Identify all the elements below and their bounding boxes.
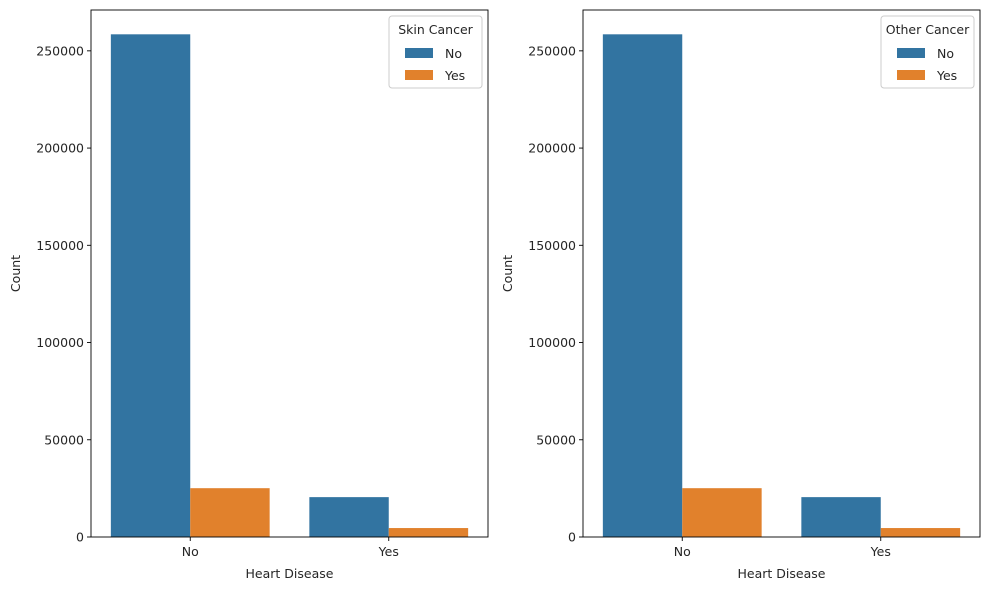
- chart1-x-axis-label: Heart Disease: [246, 566, 334, 581]
- chart2-y-tick-label: 50000: [536, 432, 576, 447]
- chart1-legend-title: Skin Cancer: [398, 22, 473, 37]
- chart1-y-tick-label: 100000: [36, 335, 84, 350]
- chart2-legend: Other Cancer No Yes: [880, 15, 975, 89]
- chart1-bar-no-yes: [190, 488, 270, 537]
- chart1-legend-swatch-no: [405, 48, 433, 58]
- chart1-bar-yes-yes: [388, 528, 469, 537]
- chart1-x-tick-label: No: [182, 544, 199, 559]
- chart2-bar-yes-yes: [880, 528, 961, 537]
- chart1-y-tick-label: 200000: [36, 141, 84, 156]
- chart1-legend-swatch-yes: [405, 70, 433, 80]
- chart2-y-tick-label: 0: [568, 530, 576, 545]
- chart2-y-tick-label: 200000: [528, 141, 576, 156]
- chart1-y-tick-label: 150000: [36, 238, 84, 253]
- chart2-legend-label-yes: Yes: [936, 68, 957, 83]
- chart1-axes-frame: [90, 9, 489, 538]
- chart1-y-tick-label: 0: [76, 530, 84, 545]
- chart1-bar-no-no: [110, 34, 191, 538]
- chart2-legend-title: Other Cancer: [886, 22, 970, 37]
- chart2-y-tick-label: 150000: [528, 238, 576, 253]
- chart1-panel: 0 50000 100000 150000 200000 250000 No Yes Heart…: [8, 9, 489, 581]
- chart1-y-axis-label: Count: [8, 255, 23, 292]
- chart2-x-tick-label: Yes: [870, 544, 891, 559]
- chart2-x-axis-label: Heart Disease: [738, 566, 826, 581]
- chart2-legend-swatch-yes: [897, 70, 925, 80]
- chart2-axes-frame: [582, 9, 981, 538]
- chart1-y-tick-label: 50000: [44, 432, 84, 447]
- chart2-bar-yes-no: [801, 497, 881, 537]
- chart2-x-tick-label: No: [674, 544, 691, 559]
- chart2-y-tick-label: 250000: [528, 43, 576, 58]
- chart2-legend-swatch-no: [897, 48, 925, 58]
- chart1-legend-label-yes: Yes: [444, 68, 465, 83]
- chart2-panel: 0 50000 100000 150000 200000 250000 No Yes Heart…: [500, 9, 981, 581]
- chart1-y-tick-label: 250000: [36, 43, 84, 58]
- chart2-bar-no-yes: [682, 488, 762, 537]
- chart2-bar-no-no: [602, 34, 683, 538]
- chart2-y-axis-label: Count: [500, 255, 515, 292]
- chart2-legend-label-no: No: [937, 46, 954, 61]
- chart1-legend: Skin Cancer No Yes: [388, 15, 483, 89]
- chart1-bar-yes-no: [309, 497, 389, 537]
- chart2-y-tick-label: 100000: [528, 335, 576, 350]
- chart1-legend-label-no: No: [445, 46, 462, 61]
- chart1-x-tick-label: Yes: [378, 544, 399, 559]
